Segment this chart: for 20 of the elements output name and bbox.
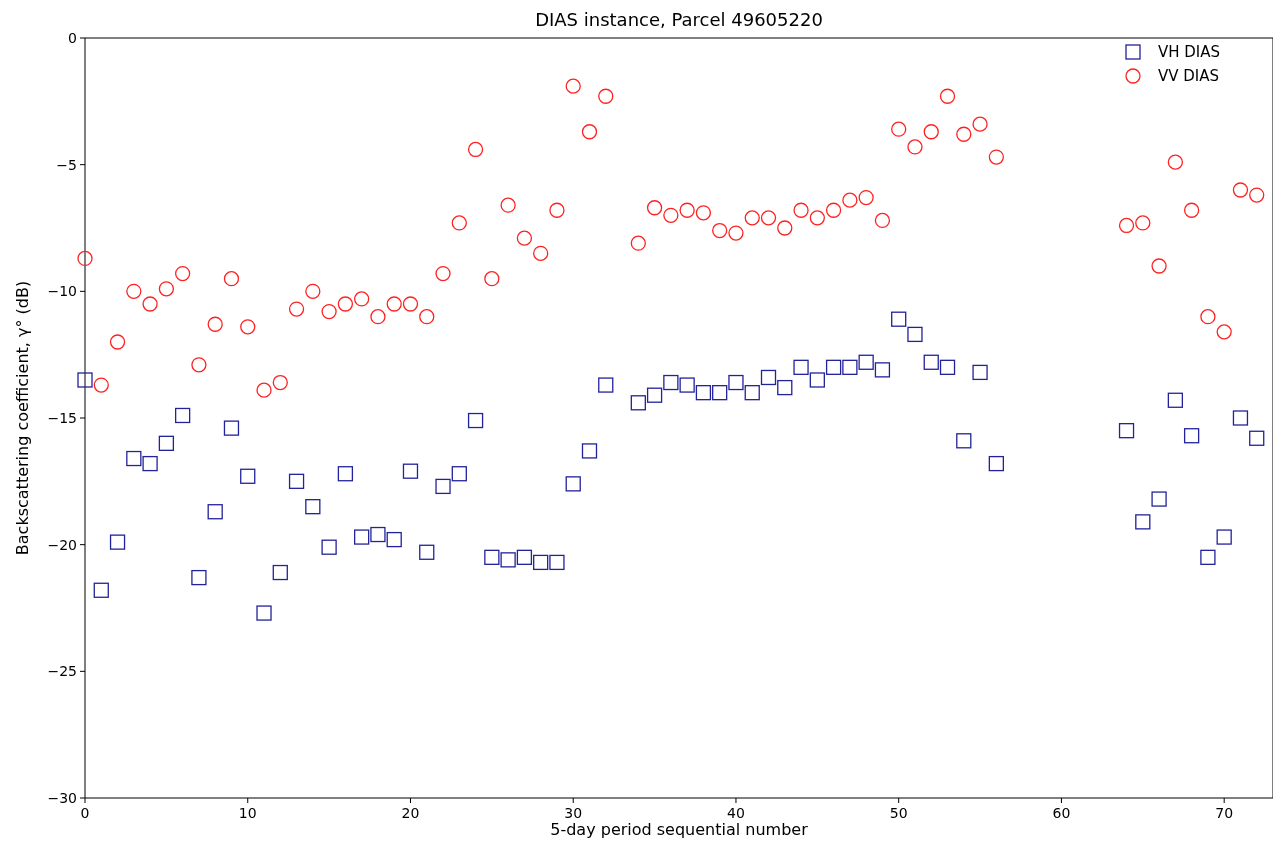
x-tick-label: 70 bbox=[1215, 805, 1234, 821]
y-tick-label: −5 bbox=[56, 156, 77, 173]
x-tick-label: 60 bbox=[1052, 805, 1071, 821]
x-tick-label: 30 bbox=[564, 805, 583, 821]
y-tick-label: −15 bbox=[47, 410, 77, 426]
legend-label: VH DIAS bbox=[1158, 43, 1221, 61]
x-tick-label: 0 bbox=[80, 805, 90, 821]
y-axis-title: Backscattering coefficient, γ° (dB) bbox=[13, 280, 32, 556]
y-tick-label: −10 bbox=[47, 283, 77, 300]
x-axis-title: 5-day period sequential number bbox=[550, 820, 809, 839]
y-tick-label: −25 bbox=[47, 663, 77, 680]
legend-label: VV DIAS bbox=[1158, 67, 1220, 85]
y-tick-label: −20 bbox=[47, 536, 77, 553]
y-tick-label: −30 bbox=[47, 790, 77, 806]
y-tick-label: 0 bbox=[68, 30, 77, 46]
chart-title: DIAS instance, Parcel 49605220 bbox=[535, 9, 823, 30]
x-tick-label: 10 bbox=[238, 805, 257, 821]
x-tick-label: 40 bbox=[727, 805, 745, 821]
x-tick-label: 20 bbox=[401, 805, 420, 821]
x-tick-label: 50 bbox=[889, 805, 908, 821]
